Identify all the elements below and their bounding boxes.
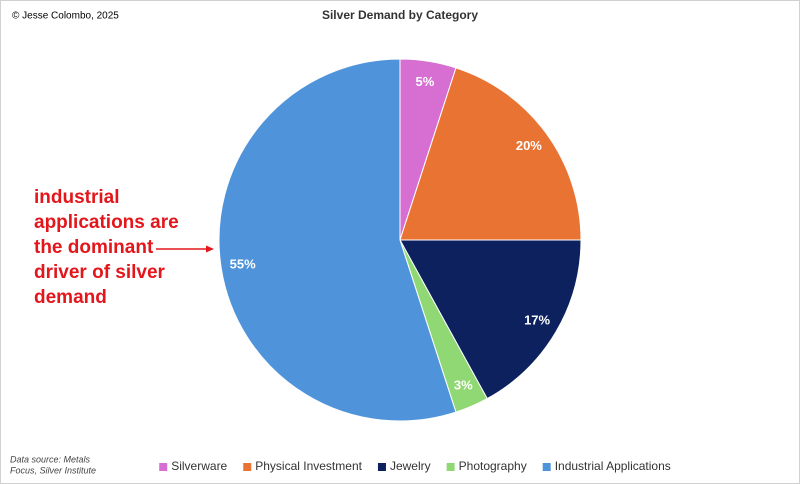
- legend-label: Physical Investment: [255, 459, 362, 473]
- legend-label: Industrial Applications: [555, 459, 671, 473]
- legend-swatch: [542, 463, 551, 471]
- slice-label: 55%: [230, 256, 256, 271]
- annotation-line: industrial: [34, 187, 120, 208]
- slice-label: 17%: [524, 313, 550, 328]
- legend-label: Photography: [459, 459, 527, 473]
- slice-label: 3%: [454, 378, 473, 393]
- pie-slice: [399, 239, 582, 400]
- legend-swatch: [446, 463, 455, 471]
- annotation-line: the dominant: [34, 237, 154, 258]
- source-line: Data source: Metals: [10, 454, 91, 464]
- source-line: Focus, Silver Institute: [10, 465, 96, 475]
- legend-swatch: [159, 463, 168, 471]
- arrow-head: [206, 245, 214, 253]
- pie-slice: [399, 67, 582, 241]
- slice-label: 5%: [416, 74, 435, 89]
- annotation: industrial applications are the dominant…: [34, 187, 179, 308]
- credit: © Jesse Colombo, 2025: [12, 11, 119, 22]
- annotation-line: driver of silver: [34, 262, 166, 283]
- legend-label: Jewelry: [390, 459, 431, 473]
- chart-title: Silver Demand by Category: [322, 8, 478, 22]
- legend-swatch: [377, 463, 386, 471]
- source: Data source: Metals Focus, Silver Instit…: [10, 454, 96, 475]
- annotation-line: applications are: [34, 212, 179, 233]
- legend-swatch: [243, 463, 252, 471]
- slice-label: 20%: [516, 138, 542, 153]
- annotation-line: demand: [34, 287, 107, 308]
- legend: Silverware Physical Investment Jewelry Phot…: [159, 459, 671, 473]
- pie-slice: [218, 58, 457, 422]
- legend-label: Silverware: [171, 459, 227, 473]
